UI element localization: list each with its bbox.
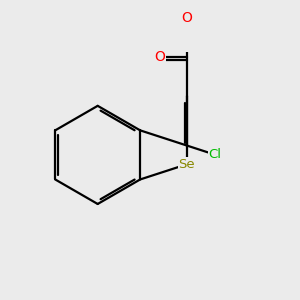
Text: Se: Se [178,158,195,171]
Text: Cl: Cl [208,148,221,161]
Text: O: O [154,50,165,64]
Text: O: O [182,11,192,25]
